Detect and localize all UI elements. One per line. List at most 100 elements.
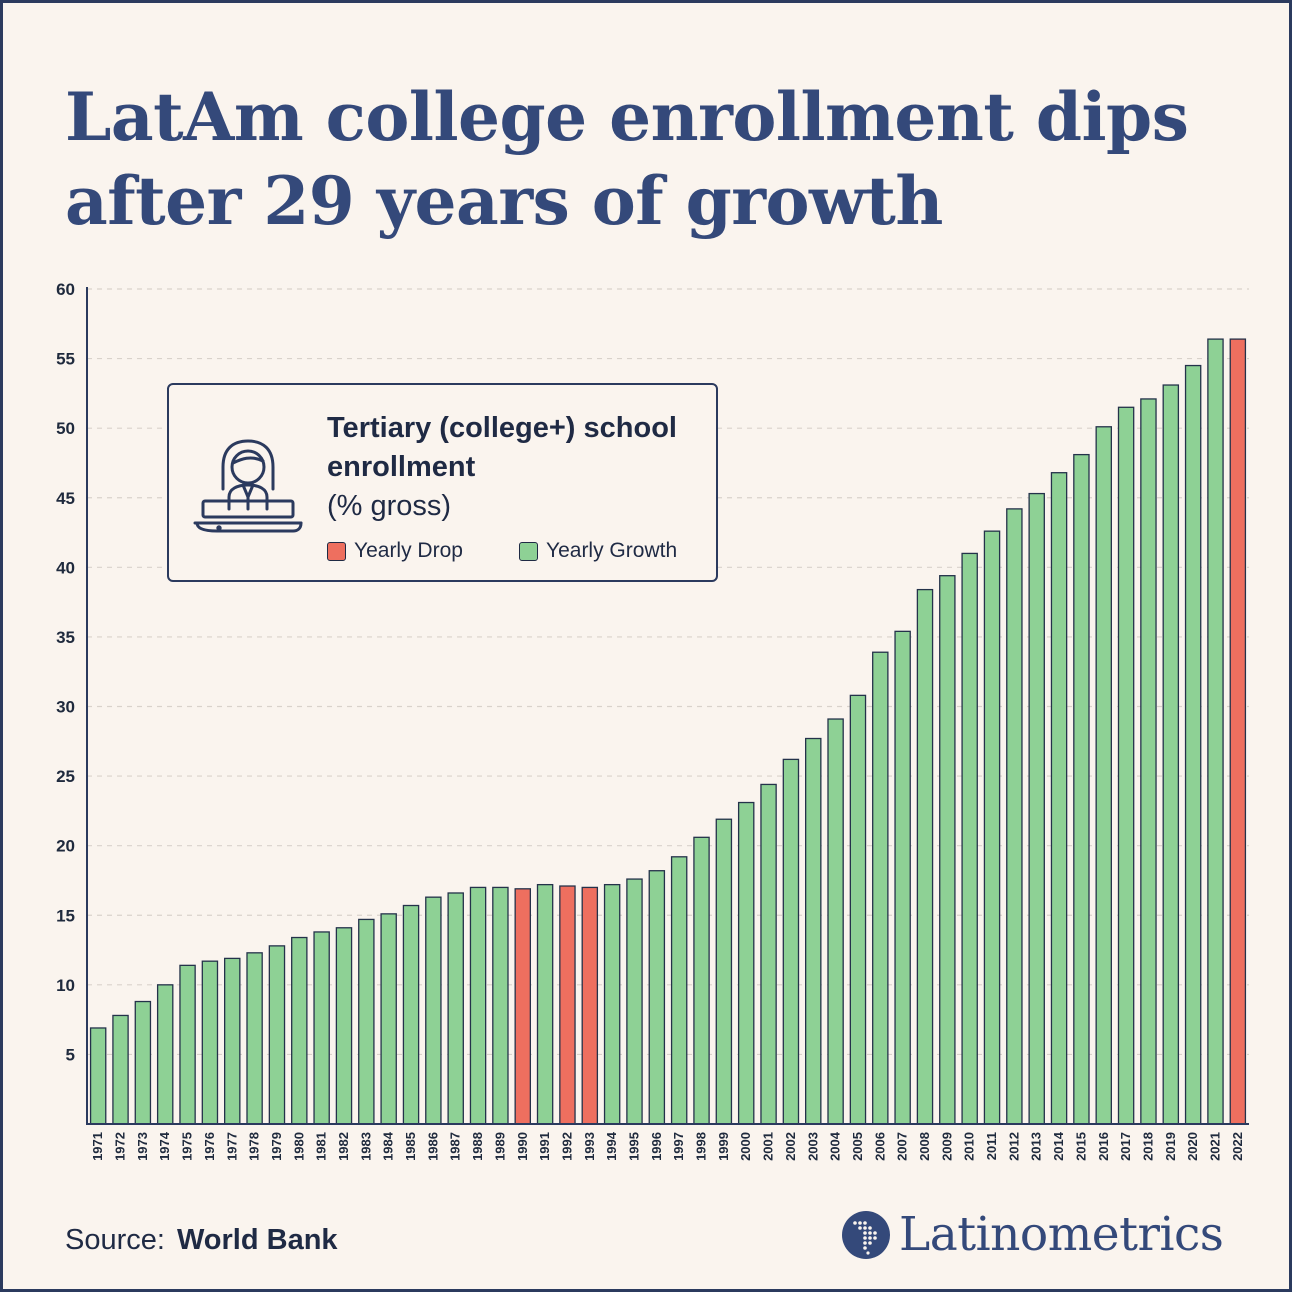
source-label: Source: xyxy=(65,1224,165,1256)
x-tick-label: 1991 xyxy=(537,1132,552,1161)
bar-growth xyxy=(402,904,420,1125)
x-tick-label: 1994 xyxy=(604,1131,619,1161)
chart-title: LatAm college enrollment dips after 29 y… xyxy=(65,78,1189,240)
bar-growth xyxy=(961,552,978,1125)
bar-growth xyxy=(894,630,911,1125)
y-tick-label: 35 xyxy=(56,628,75,647)
x-tick-label: 1982 xyxy=(336,1132,351,1161)
bar-drop xyxy=(581,886,599,1125)
bar-growth xyxy=(603,883,621,1125)
x-tick-label: 2001 xyxy=(761,1132,776,1161)
bar-growth xyxy=(268,945,286,1125)
bar-growth xyxy=(134,1000,152,1125)
x-tick-label: 2018 xyxy=(1140,1132,1155,1161)
x-tick-label: 1986 xyxy=(425,1132,440,1161)
bar-growth xyxy=(112,1014,129,1125)
x-tick-label: 1989 xyxy=(492,1132,507,1161)
x-tick-label: 2002 xyxy=(783,1132,798,1161)
bar-growth xyxy=(246,952,263,1125)
x-tick-label: 1975 xyxy=(180,1132,195,1161)
bar-growth xyxy=(380,913,397,1125)
legend-title-unit: (% gross) xyxy=(327,490,452,522)
y-tick-label: 50 xyxy=(56,419,75,438)
y-tick-label: 25 xyxy=(56,767,75,786)
bar-growth xyxy=(916,588,934,1125)
bar-growth xyxy=(760,783,777,1125)
y-tick-label: 40 xyxy=(56,558,75,577)
bar-growth xyxy=(224,957,241,1125)
bar-growth xyxy=(179,964,196,1125)
x-tick-label: 1996 xyxy=(649,1132,664,1161)
bar-drop xyxy=(559,885,576,1125)
x-tick-label: 2006 xyxy=(872,1132,887,1161)
bar-growth xyxy=(1207,338,1224,1125)
x-tick-label: 1984 xyxy=(381,1131,396,1161)
bar-growth xyxy=(849,694,867,1125)
latin-america-map-icon xyxy=(842,1210,890,1259)
bar-growth xyxy=(939,575,956,1125)
x-tick-label: 1972 xyxy=(113,1132,128,1161)
bar-growth xyxy=(425,896,442,1125)
bar-growth xyxy=(648,870,666,1125)
legend: Tertiary (college+) school enrollment (%… xyxy=(167,383,718,582)
x-tick-label: 2009 xyxy=(939,1132,954,1161)
bar-growth xyxy=(1028,492,1045,1125)
x-tick-label: 2000 xyxy=(738,1132,753,1161)
x-axis-ticks: 1971 1972 1973 1974 1975 1976 1977 1978 1979 1980… xyxy=(90,1131,1245,1161)
source-name: World Bank xyxy=(176,1224,338,1256)
x-tick-label: 1974 xyxy=(157,1131,172,1161)
x-tick-label: 2019 xyxy=(1163,1132,1178,1161)
legend-item-drop: Yearly Drop xyxy=(327,539,463,563)
y-tick-label: 20 xyxy=(56,837,75,856)
x-tick-label: 1992 xyxy=(559,1132,574,1161)
bar-growth xyxy=(827,718,844,1125)
legend-title-main: Tertiary (college+) school enrollment xyxy=(327,412,677,483)
graduate-reading-icon xyxy=(193,439,303,533)
x-tick-label: 2020 xyxy=(1185,1132,1200,1161)
bar-growth xyxy=(335,927,353,1125)
legend-growth-label: Yearly Growth xyxy=(546,539,678,562)
growth-swatch xyxy=(519,541,538,561)
bar-growth xyxy=(626,878,643,1125)
brand-name: Latinometrics xyxy=(899,1207,1224,1262)
bar-growth xyxy=(447,892,464,1125)
bar-growth xyxy=(536,883,554,1125)
bar-growth xyxy=(1050,472,1068,1125)
x-tick-label: 2014 xyxy=(1051,1131,1066,1161)
x-tick-label: 2017 xyxy=(1118,1132,1133,1161)
x-tick-label: 2005 xyxy=(850,1132,865,1161)
bar-growth xyxy=(983,530,1001,1125)
bar-growth xyxy=(1140,398,1157,1125)
bar-growth xyxy=(313,931,330,1125)
bar-growth xyxy=(670,856,688,1125)
x-tick-label: 2004 xyxy=(828,1131,843,1161)
x-tick-label: 2011 xyxy=(984,1132,999,1160)
source-credit: Source: World Bank xyxy=(65,1224,338,1257)
x-tick-label: 1979 xyxy=(269,1132,284,1161)
bar-growth xyxy=(805,737,822,1125)
x-tick-label: 2021 xyxy=(1207,1132,1222,1161)
bar-chart: 5 10 15 20 25 30 35 40 45 50 55 60 1971 1972 1973 1974… xyxy=(56,280,1249,1161)
bar-growth xyxy=(1162,384,1180,1125)
x-tick-label: 1973 xyxy=(135,1132,150,1161)
x-tick-label: 2012 xyxy=(1006,1132,1021,1161)
bar-drop xyxy=(514,888,531,1125)
y-tick-label: 5 xyxy=(66,1045,75,1064)
bar-growth xyxy=(89,1027,107,1125)
bar-growth xyxy=(1073,453,1090,1125)
x-tick-label: 1981 xyxy=(314,1132,329,1161)
y-tick-label: 55 xyxy=(56,350,75,369)
x-tick-label: 2013 xyxy=(1029,1132,1044,1161)
x-tick-label: 1983 xyxy=(358,1132,373,1161)
x-tick-label: 1997 xyxy=(671,1132,686,1161)
bar-growth xyxy=(715,818,733,1125)
x-tick-label: 1990 xyxy=(515,1132,530,1161)
y-tick-label: 15 xyxy=(56,906,75,925)
bar-growth xyxy=(1006,508,1023,1125)
legend-title: Tertiary (college+) school enrollment (%… xyxy=(327,409,707,526)
bar-growth xyxy=(469,886,487,1125)
bar-drop xyxy=(1229,338,1247,1125)
bar-growth xyxy=(782,758,800,1125)
y-axis-ticks: 5 10 15 20 25 30 35 40 45 50 55 60 xyxy=(56,280,75,1064)
